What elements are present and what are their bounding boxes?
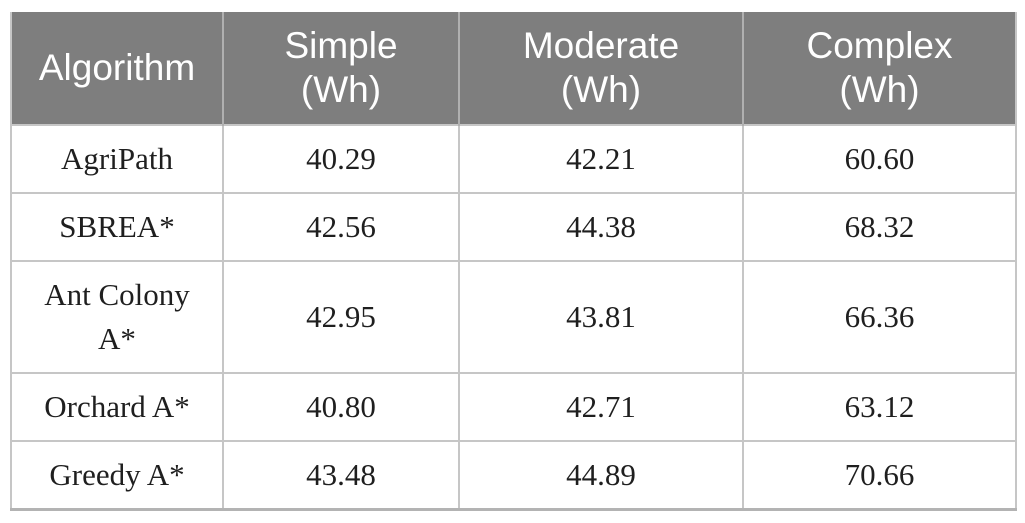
table-row-greedy: Greedy A* 43.48 44.89 70.66 [10,440,1017,511]
column-header-simple: Simple (Wh) [222,12,460,125]
cell-complex-value: 60.60 [742,124,1017,194]
cell-simple-value: 42.56 [222,192,460,262]
column-header-complex: Complex (Wh) [742,12,1016,125]
cell-complex-value: 63.12 [742,372,1017,442]
table-row-orchard: Orchard A* 40.80 42.71 63.12 [10,372,1017,442]
header-unit: (Wh) [300,69,382,110]
table-header: Algorithm Simple (Wh) Moderate (Wh) Comp… [11,12,1016,125]
column-header-algorithm: Algorithm [11,12,224,125]
energy-table-container: Algorithm Simple (Wh) Moderate (Wh) Comp… [10,12,1017,511]
header-unit: (Wh) [839,69,920,110]
table-body: AgriPath 40.29 42.21 60.60 SBREA* 42.56 … [10,124,1017,511]
header-label: Algorithm [38,47,196,88]
column-header-moderate: Moderate (Wh) [458,12,744,125]
algorithm-energy-table: Algorithm Simple (Wh) Moderate (Wh) Comp… [10,12,1017,511]
cell-simple-value: 40.80 [222,372,460,442]
cell-algorithm: Orchard A* [10,372,224,442]
cell-simple-value: 42.95 [222,260,460,374]
header-unit: (Wh) [560,69,642,110]
header-label: Moderate [522,25,680,66]
header-label: Complex [806,25,953,66]
cell-complex-value: 70.66 [742,440,1017,511]
cell-complex-value: 66.36 [742,260,1017,374]
cell-algorithm: Ant Colony A* [10,260,224,374]
cell-moderate-value: 43.81 [458,260,744,374]
table-header-row: Algorithm Simple (Wh) Moderate (Wh) Comp… [11,12,1016,125]
cell-complex-value: 68.32 [742,192,1017,262]
table-row-sbrea: SBREA* 42.56 44.38 68.32 [10,192,1017,262]
header-label: Simple [284,25,398,66]
cell-algorithm: Greedy A* [10,440,224,511]
cell-moderate-value: 44.38 [458,192,744,262]
cell-moderate-value: 44.89 [458,440,744,511]
table-row-agripath: AgriPath 40.29 42.21 60.60 [10,124,1017,194]
cell-moderate-value: 42.21 [458,124,744,194]
cell-algorithm: SBREA* [10,192,224,262]
cell-simple-value: 43.48 [222,440,460,511]
cell-simple-value: 40.29 [222,124,460,194]
cell-moderate-value: 42.71 [458,372,744,442]
cell-algorithm: AgriPath [10,124,224,194]
table-row-ant-colony: Ant Colony A* 42.95 43.81 66.36 [10,260,1017,374]
